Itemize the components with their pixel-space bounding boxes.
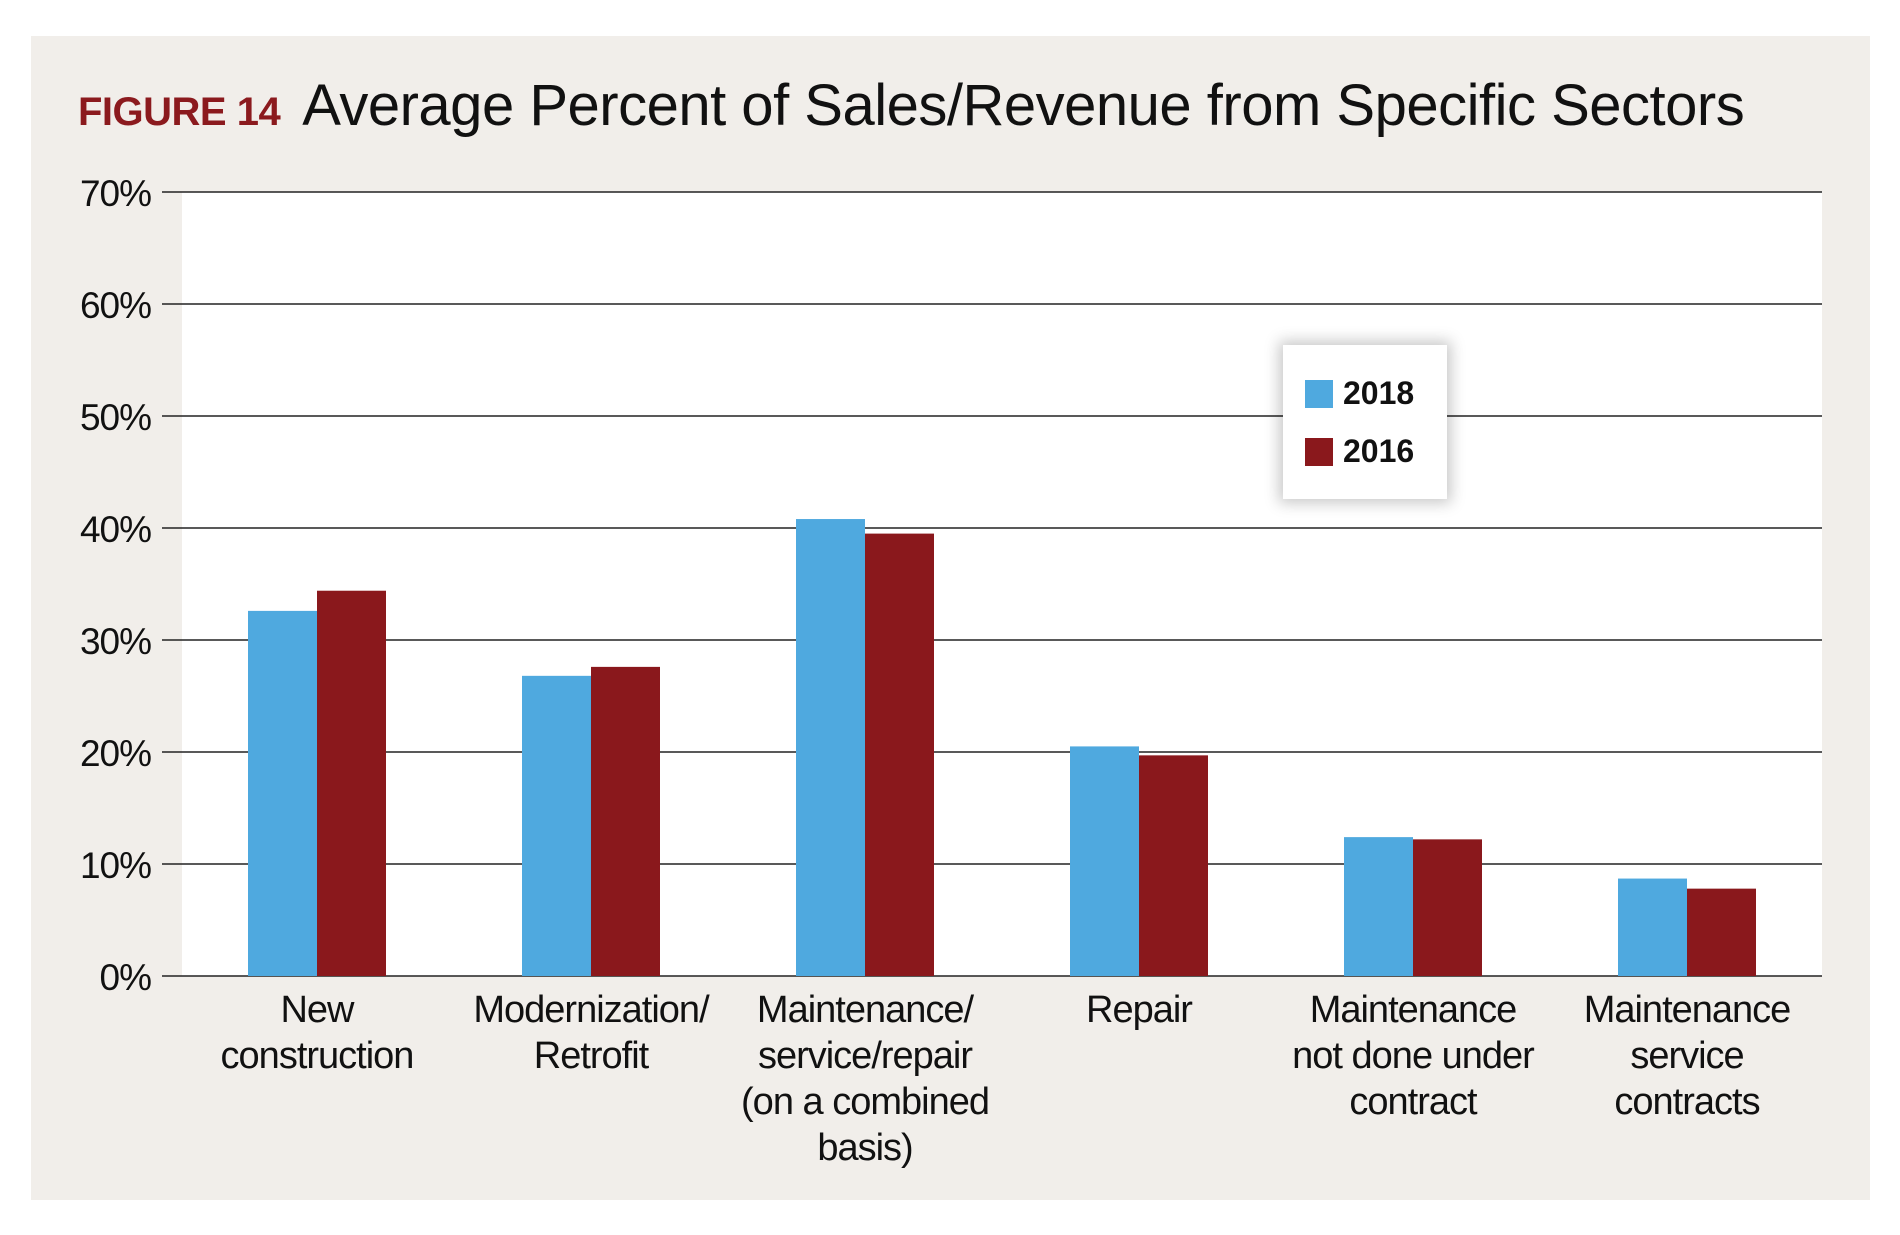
y-tick-label: 10% xyxy=(80,845,151,886)
x-category-label: basis) xyxy=(817,1127,912,1169)
x-category-label: construction xyxy=(221,1035,414,1077)
x-category-label: service/repair xyxy=(758,1035,973,1077)
x-category-label: contracts xyxy=(1614,1081,1759,1123)
y-tick-label: 70% xyxy=(80,173,151,214)
y-tick-label: 20% xyxy=(80,733,151,774)
figure-number: FIGURE 14 xyxy=(78,90,281,134)
y-tick-label: 30% xyxy=(80,621,151,662)
bar-2016-cat6 xyxy=(1687,888,1756,976)
x-category-label: Maintenance xyxy=(1584,989,1791,1031)
bar-2018-cat5 xyxy=(1344,837,1413,976)
legend-label-2018: 2018 xyxy=(1343,375,1415,411)
figure-title: FIGURE 14 Average Percent of Sales/Reven… xyxy=(78,72,1745,139)
legend-swatch-2018 xyxy=(1305,379,1333,408)
bar-2016-cat4 xyxy=(1139,755,1208,976)
bar-2018-cat4 xyxy=(1070,746,1139,976)
legend: 2018 2016 xyxy=(1283,345,1447,499)
bar-2018-cat3 xyxy=(796,519,865,976)
bar-2018-cat6 xyxy=(1618,878,1687,976)
x-category-label: Retrofit xyxy=(534,1035,650,1077)
legend-swatch-2016 xyxy=(1305,437,1333,466)
x-category-label: contract xyxy=(1349,1081,1478,1123)
y-tick-label: 60% xyxy=(80,285,151,326)
bar-2016-cat2 xyxy=(591,666,660,976)
x-category-label: (on a combined xyxy=(741,1081,989,1123)
bar-2016-cat5 xyxy=(1413,839,1482,976)
y-tick-label: 40% xyxy=(80,509,151,550)
x-category-label: Modernization/ xyxy=(473,989,710,1031)
chart-title: Average Percent of Sales/Revenue from Sp… xyxy=(302,73,1745,138)
bar-2016-cat1 xyxy=(317,590,386,976)
bar-2018-cat2 xyxy=(522,675,591,976)
legend-item-2016: 2016 xyxy=(1305,433,1414,470)
bar-2016-cat3 xyxy=(865,533,934,976)
x-category-label: Maintenance xyxy=(1310,989,1517,1031)
y-tick-label: 50% xyxy=(80,397,151,438)
bar-2018-cat1 xyxy=(248,610,317,976)
x-category-label: not done under xyxy=(1292,1035,1535,1077)
legend-label-2016: 2016 xyxy=(1343,433,1415,469)
y-tick-label: 0% xyxy=(100,957,152,998)
plot-area xyxy=(182,192,1822,976)
x-category-label: Maintenance/ xyxy=(757,989,975,1031)
x-category-label: New xyxy=(280,989,355,1031)
x-category-label: service xyxy=(1630,1035,1743,1077)
x-category-label: Repair xyxy=(1086,989,1193,1031)
legend-item-2018: 2018 xyxy=(1305,375,1414,412)
